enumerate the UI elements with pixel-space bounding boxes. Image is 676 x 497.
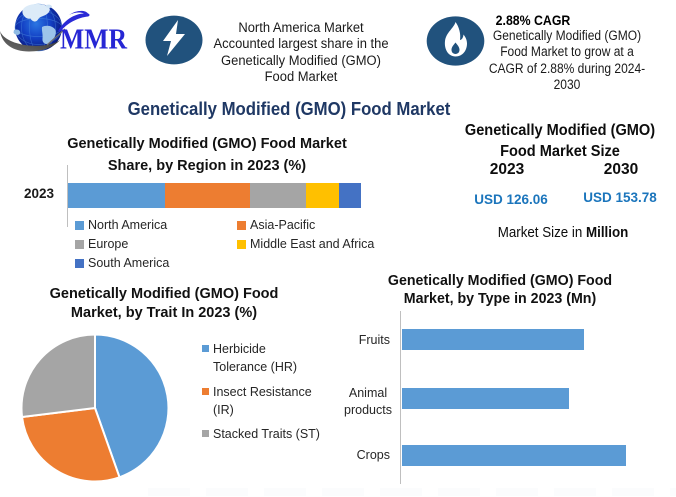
svg-text:MMR: MMR xyxy=(60,24,128,56)
